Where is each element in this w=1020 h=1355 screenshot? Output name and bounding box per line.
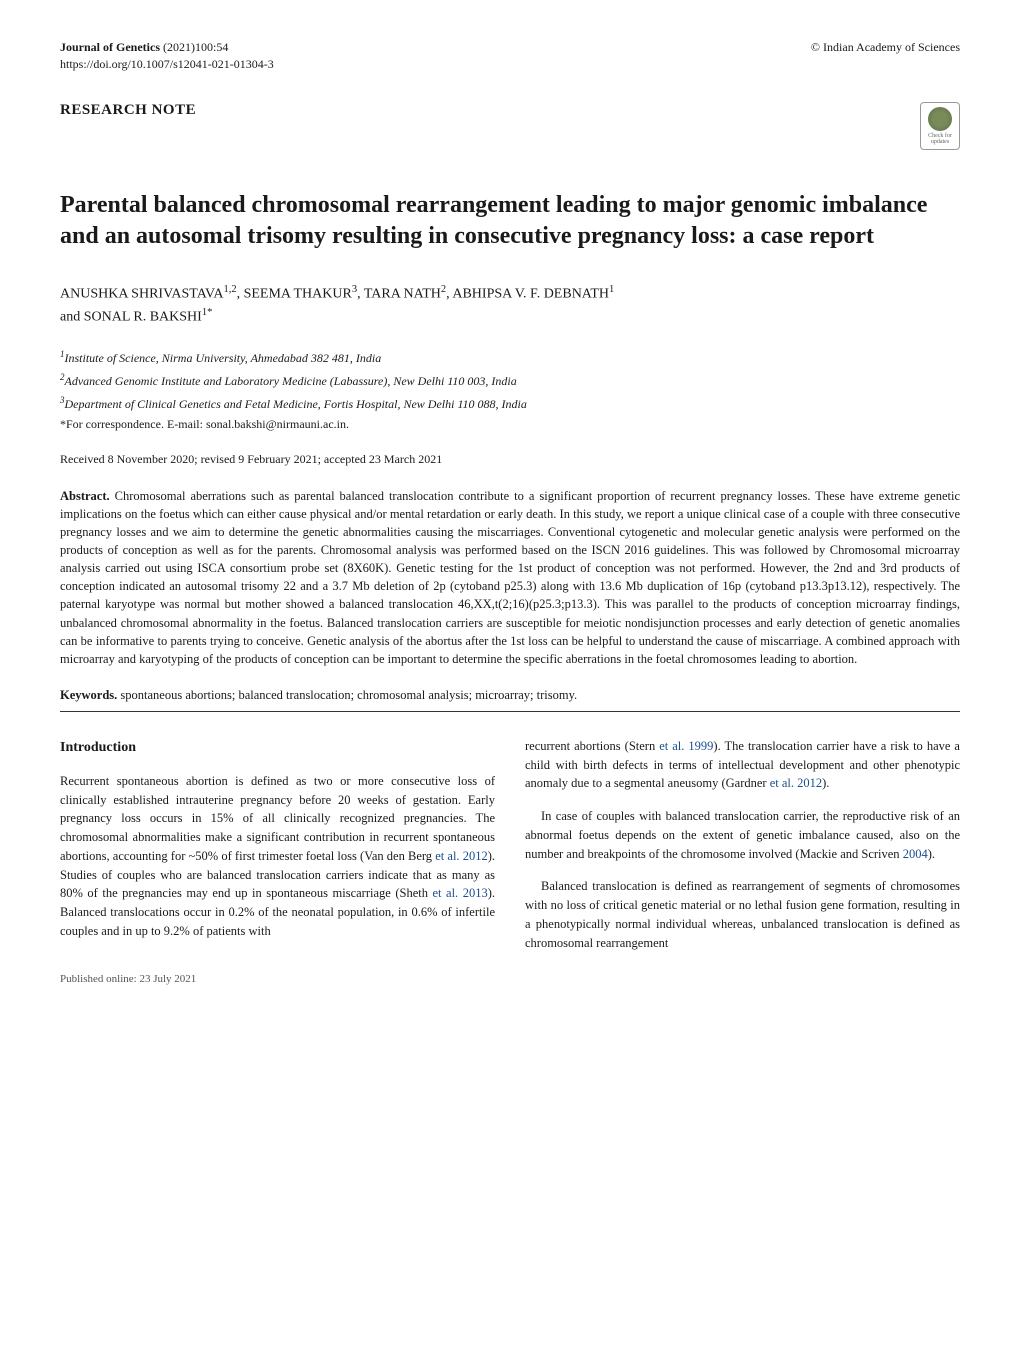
badge-label: Check for updates: [921, 133, 959, 145]
year-volume: (2021)100:54: [160, 40, 228, 54]
affiliation-3: 3Department of Clinical Genetics and Fet…: [60, 394, 960, 413]
author-4: , ABHIPSA V. F. DEBNATH: [446, 287, 609, 302]
author-4-affil: 1: [609, 284, 614, 295]
correspondence: *For correspondence. E-mail: sonal.baksh…: [60, 417, 960, 432]
right-column: recurrent abortions (Stern et al. 1999).…: [525, 737, 960, 987]
doi[interactable]: https://doi.org/10.1007/s12041-021-01304…: [60, 57, 960, 72]
publisher: © Indian Academy of Sciences: [811, 40, 960, 55]
intro-paragraph-left: Recurrent spontaneous abortion is define…: [60, 772, 495, 941]
journal-name: Journal of Genetics: [60, 40, 160, 54]
article-dates: Received 8 November 2020; revised 9 Febr…: [60, 452, 960, 467]
keywords: Keywords. spontaneous abortions; balance…: [60, 688, 960, 703]
header-row: Journal of Genetics (2021)100:54 © India…: [60, 40, 960, 55]
abstract: Abstract. Chromosomal aberrations such a…: [60, 487, 960, 668]
author-3: , TARA NATH: [357, 287, 441, 302]
author-5-affil: 1*: [202, 307, 213, 318]
affiliation-1: 1Institute of Science, Nirma University,…: [60, 348, 960, 367]
author-1-affil: 1,2: [223, 284, 236, 295]
body-columns: Introduction Recurrent spontaneous abort…: [60, 737, 960, 987]
intro-heading: Introduction: [60, 737, 495, 758]
article-type-row: RESEARCH NOTE Check for updates: [60, 102, 960, 150]
affiliations-block: 1Institute of Science, Nirma University,…: [60, 348, 960, 413]
published-date: Published online: 23 July 2021: [60, 971, 495, 988]
author-2: , SEEMA THAKUR: [237, 287, 352, 302]
left-column: Introduction Recurrent spontaneous abort…: [60, 737, 495, 987]
affiliation-2: 2Advanced Genomic Institute and Laborato…: [60, 371, 960, 390]
intro-paragraph-right-1: recurrent abortions (Stern et al. 1999).…: [525, 737, 960, 793]
keywords-label: Keywords.: [60, 688, 117, 702]
article-type: RESEARCH NOTE: [60, 102, 196, 119]
section-divider: [60, 711, 960, 712]
abstract-label: Abstract.: [60, 489, 110, 503]
intro-paragraph-right-3: Balanced translocation is defined as rea…: [525, 877, 960, 952]
article-title: Parental balanced chromosomal rearrangem…: [60, 190, 960, 252]
journal-citation: Journal of Genetics (2021)100:54: [60, 40, 228, 55]
authors: ANUSHKA SHRIVASTAVA1,2, SEEMA THAKUR3, T…: [60, 282, 960, 327]
check-updates-icon: [928, 107, 952, 131]
author-5: and SONAL R. BAKSHI: [60, 310, 202, 325]
author-1: ANUSHKA SHRIVASTAVA: [60, 287, 223, 302]
reference-link[interactable]: et al. 2012: [435, 849, 487, 863]
abstract-text: Chromosomal aberrations such as parental…: [60, 489, 960, 666]
reference-link[interactable]: et al. 2013: [433, 886, 488, 900]
intro-paragraph-right-2: In case of couples with balanced translo…: [525, 807, 960, 863]
check-updates-badge[interactable]: Check for updates: [920, 102, 960, 150]
reference-link[interactable]: et al. 1999: [659, 739, 713, 753]
keywords-text: spontaneous abortions; balanced transloc…: [120, 688, 577, 702]
reference-link[interactable]: et al. 2012: [770, 776, 822, 790]
reference-link[interactable]: 2004: [903, 847, 928, 861]
